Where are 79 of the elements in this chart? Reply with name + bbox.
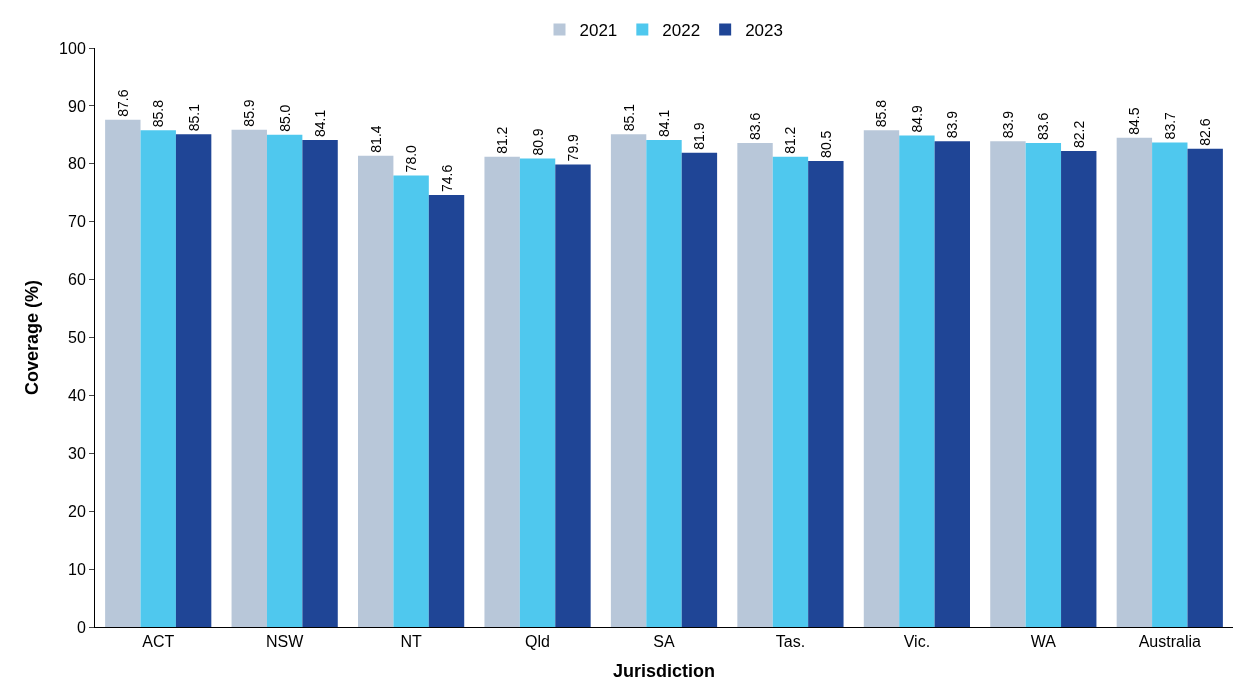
data-label: 85.8: [150, 99, 167, 128]
x-axis-title: Jurisdiction: [612, 661, 716, 682]
bar: [302, 140, 338, 627]
y-tick-label: 70: [68, 213, 86, 231]
bar: [863, 130, 900, 627]
bar: [681, 152, 718, 627]
data-label: 81.2: [782, 126, 799, 154]
data-label: 80.5: [817, 130, 834, 158]
x-tick-label: Australia: [1138, 633, 1202, 651]
x-tick-label: WA: [1030, 633, 1057, 651]
data-label: 83.9: [999, 110, 1016, 139]
data-label: 84.5: [1126, 107, 1143, 135]
y-tick-label: 20: [68, 502, 86, 520]
data-label: 84.1: [312, 109, 329, 138]
data-label: 85.8: [873, 99, 890, 128]
x-tick-label: NSW: [266, 633, 305, 651]
y-tick-label: 0: [76, 618, 86, 636]
x-tick-label: Qld: [525, 633, 551, 651]
bar: [105, 119, 141, 627]
data-label: 83.9: [944, 110, 961, 139]
data-label: 83.6: [1035, 112, 1052, 140]
legend-label: 2022: [662, 21, 701, 41]
bar: [808, 160, 844, 627]
data-label: 74.6: [438, 164, 455, 193]
bar: [358, 155, 394, 627]
bar: [393, 175, 429, 627]
bar: [140, 130, 176, 627]
bar: [737, 142, 773, 627]
data-label: 81.4: [367, 125, 384, 153]
y-tick-label: 80: [68, 155, 86, 173]
y-tick-label: 50: [68, 329, 86, 347]
bar: [646, 140, 682, 627]
bar: [899, 135, 935, 627]
y-tick-label: 100: [59, 39, 86, 57]
data-label: 85.0: [276, 104, 293, 132]
bar: [1187, 148, 1223, 627]
data-label: 82.6: [1197, 118, 1214, 146]
bar: [175, 134, 212, 627]
bar: [934, 141, 970, 627]
data-label: 84.1: [656, 109, 672, 138]
data-label: 78.0: [403, 144, 420, 173]
x-tick-label: Vic.: [903, 633, 931, 651]
data-label: 85.1: [620, 103, 637, 132]
legend-label: 2023: [745, 21, 783, 41]
bar: [1116, 137, 1153, 627]
x-tick-label: Tas.: [775, 633, 806, 651]
data-label: 80.9: [529, 128, 546, 156]
y-axis-title: Coverage (%): [22, 279, 43, 396]
data-label: 85.9: [241, 99, 258, 127]
y-tick-label: 30: [68, 444, 86, 462]
data-label: 84.9: [908, 104, 925, 133]
bar: [519, 158, 556, 627]
bar: [990, 141, 1026, 627]
data-label: 81.9: [691, 122, 708, 150]
data-label: 83.6: [747, 112, 764, 140]
legend-label: 2021: [579, 21, 618, 41]
y-tick-label: 10: [68, 560, 86, 578]
bar: [231, 129, 267, 627]
bar: [1152, 142, 1188, 627]
bar: [555, 164, 591, 627]
x-tick-label: SA: [653, 633, 675, 651]
bar: [428, 195, 465, 627]
bar: [1025, 142, 1062, 627]
bar: [772, 156, 809, 627]
y-tick-label: 40: [68, 387, 86, 404]
data-label: 82.2: [1070, 120, 1087, 149]
bar: [610, 134, 647, 627]
data-label: 81.2: [494, 126, 511, 154]
data-label: 83.7: [1161, 111, 1178, 140]
y-tick-label: 90: [68, 97, 86, 115]
data-label: 79.9: [564, 133, 581, 162]
x-tick-label: ACT: [142, 633, 175, 651]
bar: [484, 156, 520, 627]
bar: [266, 134, 303, 627]
data-label: 87.6: [114, 89, 131, 117]
data-label: 85.1: [185, 103, 202, 132]
bar: [1061, 151, 1097, 627]
x-tick-label: NT: [400, 633, 422, 651]
y-tick-label: 60: [68, 271, 86, 289]
